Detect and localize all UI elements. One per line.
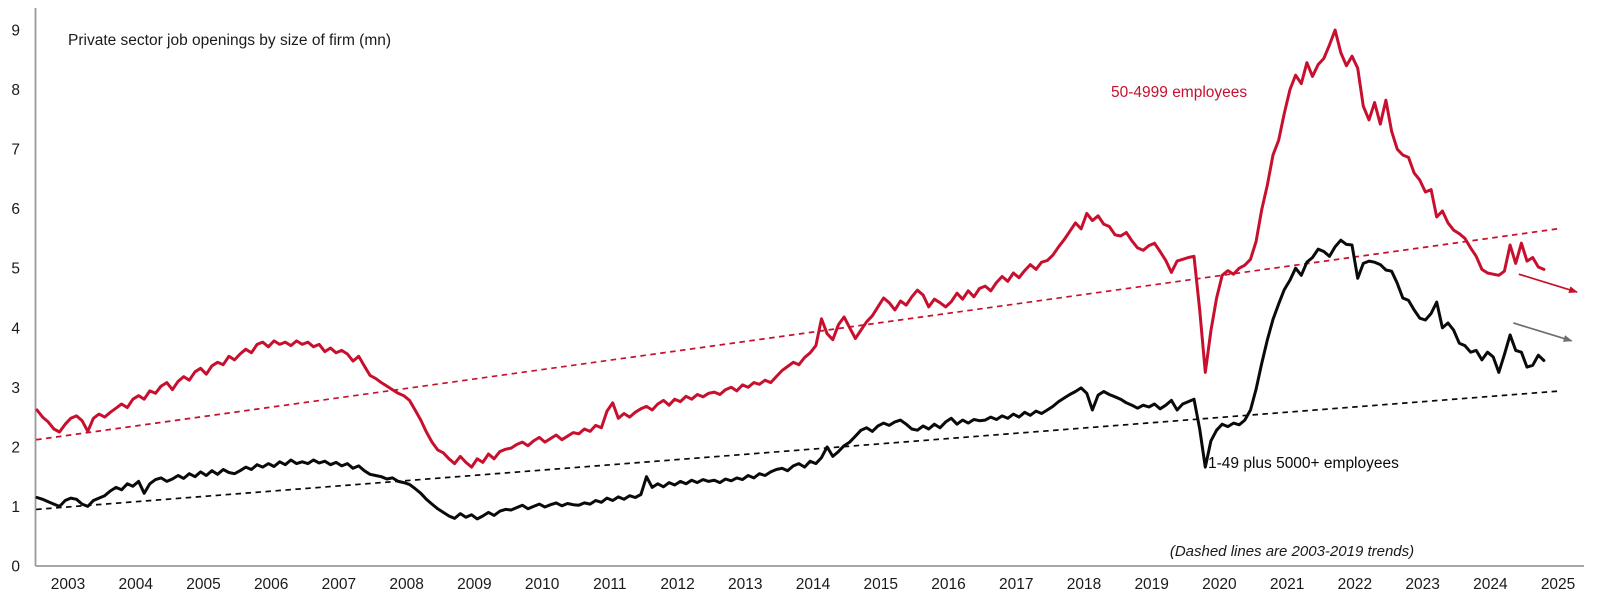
x-tick-label-2015: 2015 [864, 576, 898, 593]
series-lines-layer [35, 28, 1546, 521]
y-tick-label-0: 0 [11, 559, 20, 576]
annotation-arrows-layer [1513, 273, 1578, 342]
x-tick-label-2004: 2004 [118, 576, 153, 593]
x-tick-label-2017: 2017 [999, 576, 1033, 593]
trend-line-black_series [36, 390, 1562, 511]
x-tick-label-2006: 2006 [254, 576, 288, 593]
y-tick-label-4: 4 [11, 320, 20, 337]
x-tick-label-2008: 2008 [389, 576, 423, 593]
x-tick-label-2014: 2014 [796, 576, 831, 593]
x-tick-label-2010: 2010 [525, 576, 560, 593]
x-tick-label-2018: 2018 [1067, 576, 1101, 593]
gray-trend-arrow [1513, 322, 1573, 342]
x-tick-label-2009: 2009 [457, 576, 491, 593]
series-label-1-49-plus-5000-employees: 1-49 plus 5000+ employees [1208, 455, 1399, 472]
x-tick-label-2025: 2025 [1541, 576, 1575, 593]
y-tick-label-8: 8 [11, 82, 20, 99]
y-tick-label-6: 6 [11, 201, 20, 218]
x-tick-label-2024: 2024 [1473, 576, 1508, 593]
red-trend-arrow [1518, 273, 1578, 294]
x-tick-label-2016: 2016 [931, 576, 965, 593]
axis-ticks-layer: 0 1 2 3 4 5 6 7 8 9 2003 2004 2005 2006 2007 2008 2009 20… [11, 22, 1575, 593]
y-tick-label-5: 5 [11, 261, 20, 278]
x-tick-label-2022: 2022 [1338, 576, 1372, 593]
y-tick-label-9: 9 [11, 22, 20, 39]
x-tick-label-2012: 2012 [660, 576, 694, 593]
y-tick-label-2: 2 [11, 439, 20, 456]
x-tick-label-2007: 2007 [322, 576, 356, 593]
x-tick-label-2005: 2005 [186, 576, 220, 593]
series-line-red_series [35, 28, 1546, 469]
chart-title: Private sector job openings by size of f… [68, 32, 391, 49]
y-tick-label-1: 1 [11, 499, 20, 516]
x-tick-label-2003: 2003 [51, 576, 85, 593]
x-tick-label-2023: 2023 [1405, 576, 1439, 593]
x-tick-label-2021: 2021 [1270, 576, 1304, 593]
x-tick-label-2020: 2020 [1202, 576, 1237, 593]
y-tick-label-3: 3 [11, 380, 20, 397]
y-tick-label-7: 7 [11, 142, 20, 159]
x-tick-label-2013: 2013 [728, 576, 762, 593]
x-tick-label-2011: 2011 [593, 576, 626, 593]
trend-note: (Dashed lines are 2003-2019 trends) [1170, 543, 1414, 560]
series-label-50-4999-employees: 50-4999 employees [1111, 84, 1247, 101]
x-tick-label-2019: 2019 [1134, 576, 1168, 593]
series-line-black_series [35, 238, 1546, 521]
